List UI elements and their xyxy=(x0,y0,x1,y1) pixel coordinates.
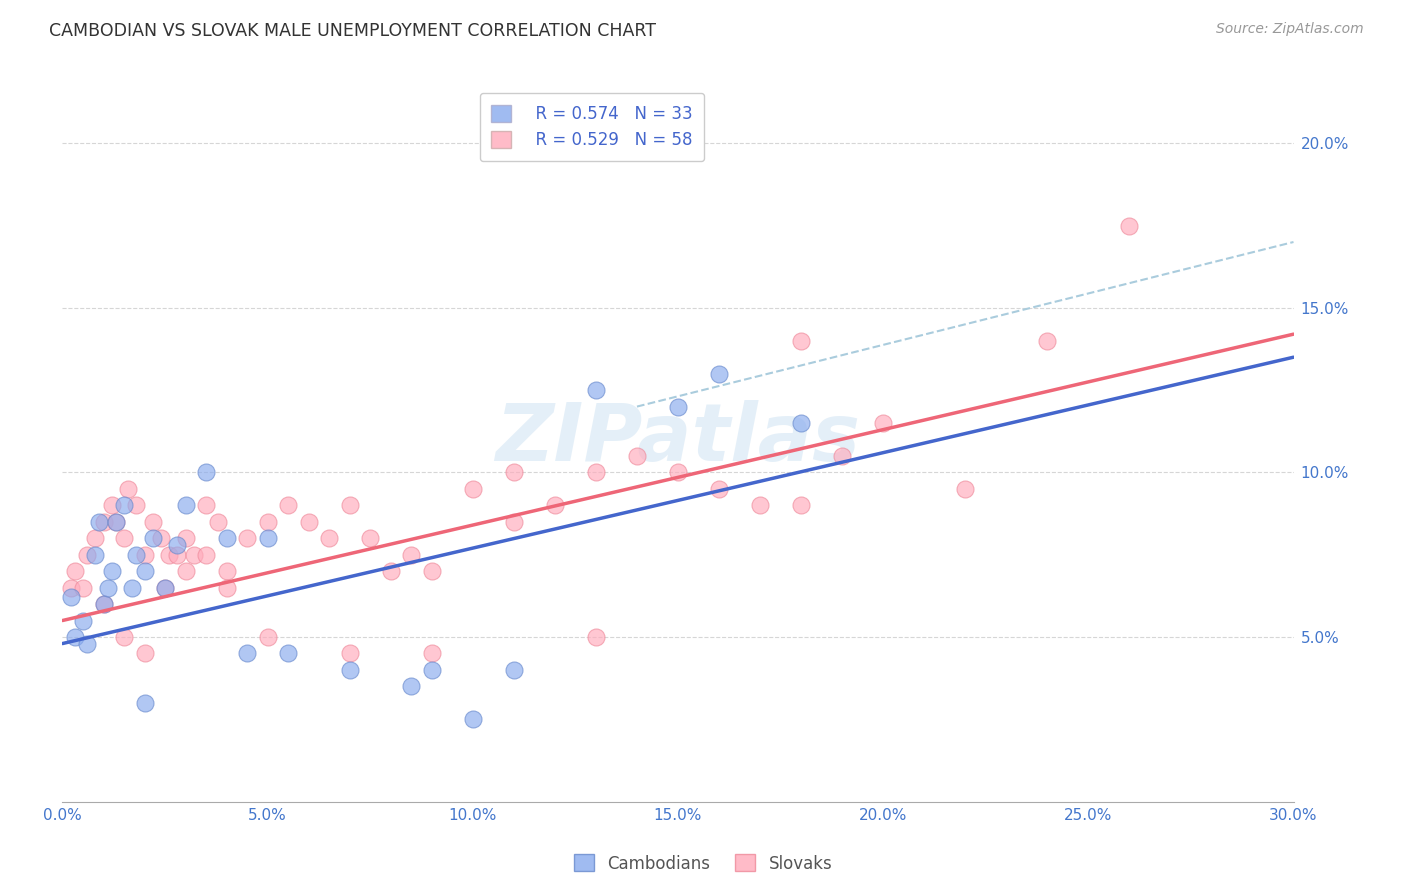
Point xyxy=(502,663,524,677)
Point xyxy=(790,498,813,512)
Point xyxy=(76,548,98,562)
Point xyxy=(872,416,894,430)
Point xyxy=(157,548,180,562)
Point xyxy=(195,466,218,480)
Text: Source: ZipAtlas.com: Source: ZipAtlas.com xyxy=(1216,22,1364,37)
Point xyxy=(236,531,259,545)
Point xyxy=(420,564,443,578)
Point xyxy=(339,663,361,677)
Point xyxy=(339,498,361,512)
Point xyxy=(420,647,443,661)
Point xyxy=(277,498,299,512)
Point xyxy=(117,482,139,496)
Point xyxy=(359,531,381,545)
Point xyxy=(831,449,853,463)
Point xyxy=(183,548,205,562)
Point xyxy=(76,636,98,650)
Point xyxy=(166,548,188,562)
Point xyxy=(380,564,402,578)
Point xyxy=(59,591,82,605)
Point xyxy=(236,647,259,661)
Point xyxy=(93,515,115,529)
Point xyxy=(174,564,197,578)
Point xyxy=(97,581,120,595)
Point xyxy=(93,597,115,611)
Point xyxy=(125,498,148,512)
Point xyxy=(502,466,524,480)
Point xyxy=(666,466,689,480)
Point xyxy=(100,564,122,578)
Point xyxy=(318,531,340,545)
Point xyxy=(626,449,648,463)
Point xyxy=(420,663,443,677)
Point xyxy=(166,538,188,552)
Point xyxy=(707,367,730,381)
Point xyxy=(585,383,607,397)
Point xyxy=(84,531,107,545)
Point xyxy=(256,531,278,545)
Point xyxy=(195,548,218,562)
Point xyxy=(401,548,423,562)
Point xyxy=(121,581,143,595)
Point xyxy=(544,498,567,512)
Point xyxy=(153,581,176,595)
Point xyxy=(112,531,135,545)
Point xyxy=(1118,219,1140,233)
Point xyxy=(195,498,218,512)
Point xyxy=(134,647,156,661)
Point xyxy=(59,581,82,595)
Point xyxy=(298,515,321,529)
Legend: Cambodians, Slovaks: Cambodians, Slovaks xyxy=(567,847,839,880)
Point xyxy=(215,531,238,545)
Point xyxy=(100,498,122,512)
Point xyxy=(277,647,299,661)
Point xyxy=(207,515,229,529)
Point xyxy=(153,581,176,595)
Point xyxy=(93,597,115,611)
Point xyxy=(749,498,772,512)
Point xyxy=(72,614,94,628)
Point xyxy=(125,548,148,562)
Point xyxy=(585,466,607,480)
Point xyxy=(142,531,165,545)
Point xyxy=(174,498,197,512)
Legend:   R = 0.574   N = 33,   R = 0.529   N = 58: R = 0.574 N = 33, R = 0.529 N = 58 xyxy=(479,93,704,161)
Point xyxy=(790,334,813,348)
Point xyxy=(134,696,156,710)
Point xyxy=(215,581,238,595)
Point xyxy=(401,679,423,693)
Text: ZIPatlas: ZIPatlas xyxy=(495,401,860,478)
Point xyxy=(461,482,484,496)
Point xyxy=(339,647,361,661)
Point xyxy=(666,400,689,414)
Text: CAMBODIAN VS SLOVAK MALE UNEMPLOYMENT CORRELATION CHART: CAMBODIAN VS SLOVAK MALE UNEMPLOYMENT CO… xyxy=(49,22,657,40)
Point xyxy=(63,564,86,578)
Point xyxy=(256,515,278,529)
Point xyxy=(63,630,86,644)
Point xyxy=(134,548,156,562)
Point xyxy=(149,531,172,545)
Point xyxy=(790,416,813,430)
Point xyxy=(256,630,278,644)
Point xyxy=(134,564,156,578)
Y-axis label: Male Unemployment: Male Unemployment xyxy=(0,360,7,519)
Point xyxy=(461,712,484,726)
Point xyxy=(72,581,94,595)
Point xyxy=(104,515,127,529)
Point xyxy=(174,531,197,545)
Point xyxy=(707,482,730,496)
Point xyxy=(955,482,977,496)
Point xyxy=(104,515,127,529)
Point xyxy=(1036,334,1059,348)
Point xyxy=(112,630,135,644)
Point xyxy=(112,498,135,512)
Point xyxy=(89,515,111,529)
Point xyxy=(215,564,238,578)
Point xyxy=(502,515,524,529)
Point xyxy=(585,630,607,644)
Point xyxy=(142,515,165,529)
Point xyxy=(84,548,107,562)
